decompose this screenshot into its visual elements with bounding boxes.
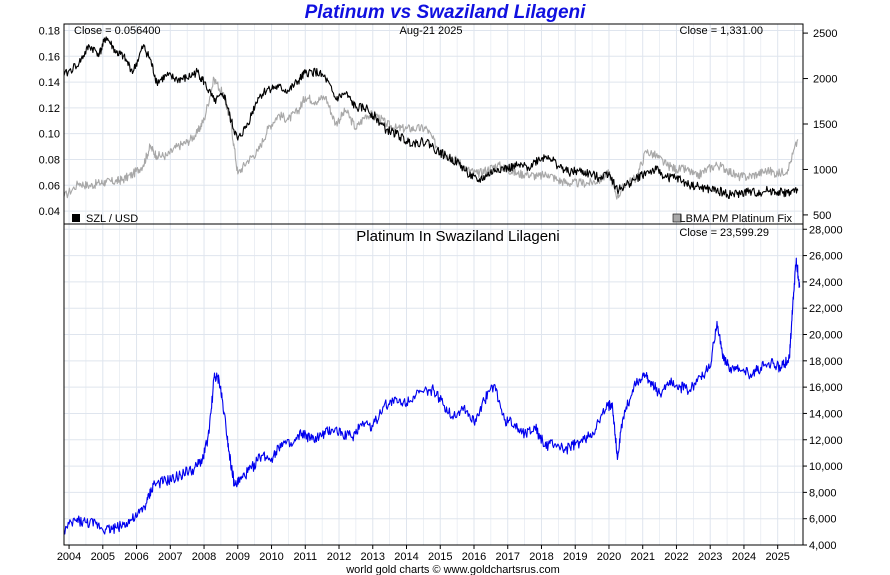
y-tick-label-left: 0.14 (39, 77, 60, 89)
y-tick-label-bottom: 24,000 (809, 277, 843, 289)
grid-layer (64, 24, 803, 546)
y-tick-label-bottom: 22,000 (809, 303, 843, 315)
bottom-panel-title: Platinum In Swaziland Lilageni (356, 228, 559, 245)
y-tick-label-right: 1500 (813, 119, 837, 131)
y-tick-label-bottom: 28,000 (809, 224, 843, 236)
y-tick-label-right: 2000 (813, 74, 837, 86)
chart-title: Platinum vs Swaziland Lilageni (304, 2, 586, 23)
y-tick-label-left: 0.18 (39, 25, 60, 37)
y-tick-label-bottom: 20,000 (809, 330, 843, 342)
y-tick-label-bottom: 4,000 (809, 540, 837, 552)
x-tick-label: 2010 (259, 551, 283, 563)
y-tick-label-left: 0.12 (39, 103, 60, 115)
x-tick-label: 2021 (630, 551, 654, 563)
y-tick-label-bottom: 14,000 (809, 408, 843, 420)
x-tick-label: 2009 (226, 551, 250, 563)
y-tick-label-left: 0.04 (39, 206, 60, 218)
legend-platinum-label: LBMA PM Platinum Fix (680, 213, 793, 225)
y-tick-label-right: 1000 (813, 164, 837, 176)
x-tick-label: 2019 (563, 551, 587, 563)
legend-szl: SZL / USD (72, 213, 138, 225)
top-header-close-right: Close = 1,331.00 (680, 25, 763, 37)
y-tick-label-left: 0.08 (39, 154, 60, 166)
x-tick-label: 2024 (732, 551, 756, 563)
y-tick-label-left: 0.10 (39, 129, 60, 141)
y-tick-label-bottom: 26,000 (809, 251, 843, 263)
bottom-header-close: Close = 23,599.29 (679, 227, 769, 239)
legend-szl-swatch (72, 214, 80, 222)
y-tick-label-left: 0.16 (39, 51, 60, 63)
x-tick-label: 2012 (327, 551, 351, 563)
footer-credit: world gold charts © www.goldchartsrus.co… (345, 564, 560, 575)
bottom-panel-frame (63, 223, 804, 546)
x-tick-label: 2015 (428, 551, 452, 563)
y-tick-label-bottom: 6,000 (809, 514, 837, 526)
x-tick-label: 2016 (462, 551, 486, 563)
x-tick-label: 2005 (91, 551, 115, 563)
x-tick-label: 2025 (765, 551, 789, 563)
x-tick-label: 2023 (698, 551, 722, 563)
y-tick-label-bottom: 8,000 (809, 487, 837, 499)
x-tick-label: 2013 (361, 551, 385, 563)
top-header-close-left: Close = 0.056400 (74, 25, 161, 37)
y-tick-label-bottom: 10,000 (809, 461, 843, 473)
legend-platinum: LBMA PM Platinum Fix (672, 213, 793, 225)
x-tick-label: 2018 (529, 551, 553, 563)
platinum-usd-line (63, 76, 799, 200)
y-tick-label-right: 500 (813, 210, 831, 222)
x-tick-label: 2008 (192, 551, 216, 563)
y-tick-label-left: 0.06 (39, 180, 60, 192)
legend-szl-label: SZL / USD (86, 213, 138, 225)
x-tick-label: 2004 (57, 551, 81, 563)
y-tick-label-right: 2500 (813, 28, 837, 40)
x-tick-label: 2011 (293, 551, 317, 563)
x-tick-label: 2022 (664, 551, 688, 563)
x-tick-label: 2017 (495, 551, 519, 563)
x-tick-label: 2014 (394, 551, 418, 563)
x-tick-label: 2020 (597, 551, 621, 563)
top-header-date: Aug-21 2025 (400, 25, 463, 37)
top-panel-frame (63, 23, 804, 225)
szl-usd-line (63, 36, 799, 200)
x-tick-label: 2007 (158, 551, 182, 563)
x-tick-label: 2006 (124, 551, 148, 563)
platinum-szl-line (63, 257, 801, 535)
legend-platinum-swatch (672, 213, 682, 223)
y-tick-label-bottom: 16,000 (809, 382, 843, 394)
y-tick-label-bottom: 12,000 (809, 435, 843, 447)
y-tick-label-bottom: 18,000 (809, 356, 843, 368)
